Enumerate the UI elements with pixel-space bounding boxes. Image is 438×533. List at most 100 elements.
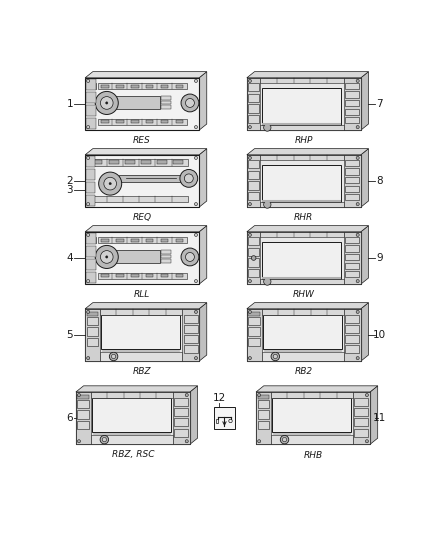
Circle shape	[87, 280, 90, 282]
Text: 3: 3	[67, 185, 73, 195]
Circle shape	[180, 169, 198, 187]
Circle shape	[264, 278, 271, 285]
Bar	[247, 232, 361, 284]
Bar	[345, 325, 359, 333]
Circle shape	[78, 393, 81, 397]
Bar	[78, 410, 89, 419]
Bar	[258, 400, 269, 408]
Text: 6: 6	[67, 413, 73, 423]
Bar	[345, 168, 359, 175]
Bar	[91, 196, 187, 203]
Circle shape	[184, 174, 193, 183]
Bar	[157, 160, 167, 165]
Bar	[248, 181, 259, 190]
Text: 1: 1	[67, 99, 73, 109]
Circle shape	[271, 352, 279, 361]
Bar	[125, 160, 135, 165]
Bar	[76, 392, 91, 445]
Bar	[261, 125, 344, 130]
Circle shape	[181, 248, 199, 266]
Bar	[86, 105, 96, 116]
Bar	[100, 352, 182, 361]
Bar	[345, 254, 359, 260]
Bar	[98, 273, 187, 279]
Bar	[86, 246, 96, 257]
Bar	[345, 263, 359, 269]
Bar	[162, 105, 170, 109]
Polygon shape	[76, 386, 198, 392]
Circle shape	[365, 440, 368, 443]
Bar	[344, 232, 361, 284]
Text: 10: 10	[373, 330, 386, 340]
Circle shape	[264, 201, 271, 208]
Circle shape	[102, 438, 106, 442]
Bar	[216, 419, 219, 423]
Circle shape	[78, 440, 81, 443]
Bar	[119, 175, 182, 182]
Bar	[261, 155, 344, 160]
Circle shape	[185, 440, 188, 443]
Bar	[176, 239, 183, 242]
Bar	[102, 120, 109, 123]
Bar	[344, 155, 361, 207]
Circle shape	[356, 357, 359, 360]
Bar	[353, 392, 370, 445]
Circle shape	[109, 182, 111, 185]
Circle shape	[356, 156, 359, 159]
Bar	[173, 160, 183, 165]
Bar	[256, 392, 370, 445]
Text: 9: 9	[376, 253, 382, 263]
Bar	[354, 429, 368, 437]
Bar	[85, 155, 199, 207]
Polygon shape	[361, 225, 368, 284]
Bar	[345, 315, 359, 322]
Polygon shape	[85, 225, 207, 232]
Text: RES: RES	[133, 136, 151, 146]
Bar	[261, 352, 344, 361]
Circle shape	[106, 256, 108, 258]
Circle shape	[248, 79, 251, 83]
Text: RHW: RHW	[293, 290, 315, 300]
Circle shape	[356, 79, 359, 83]
Bar	[261, 243, 341, 279]
Text: 2: 2	[67, 176, 73, 186]
Bar	[261, 78, 344, 83]
Bar	[86, 156, 95, 167]
Polygon shape	[247, 303, 368, 309]
Circle shape	[251, 256, 256, 260]
Bar	[345, 160, 359, 166]
Bar	[115, 96, 160, 109]
Bar	[248, 247, 259, 256]
Bar	[247, 78, 361, 130]
Polygon shape	[85, 303, 207, 309]
Bar	[271, 435, 353, 445]
Circle shape	[264, 124, 271, 131]
Bar	[248, 115, 259, 124]
Bar	[248, 269, 259, 277]
Bar	[131, 274, 138, 277]
Circle shape	[87, 156, 90, 159]
Bar	[354, 418, 368, 426]
Bar	[98, 83, 187, 90]
Bar	[86, 232, 96, 244]
Bar	[247, 232, 261, 284]
Circle shape	[258, 393, 261, 397]
Text: RB2: RB2	[295, 367, 313, 376]
Bar	[256, 392, 271, 445]
Bar	[162, 259, 170, 263]
Bar	[261, 165, 341, 202]
Bar	[248, 104, 259, 112]
Bar	[92, 398, 171, 432]
Bar	[117, 120, 124, 123]
Bar	[85, 309, 100, 361]
Bar	[102, 239, 109, 242]
Bar	[345, 177, 359, 183]
Circle shape	[106, 102, 108, 104]
Bar	[91, 435, 173, 445]
Bar	[345, 194, 359, 200]
Polygon shape	[199, 303, 207, 361]
Circle shape	[100, 435, 109, 444]
Bar	[102, 274, 109, 277]
Bar	[261, 232, 344, 237]
Bar	[261, 279, 344, 284]
